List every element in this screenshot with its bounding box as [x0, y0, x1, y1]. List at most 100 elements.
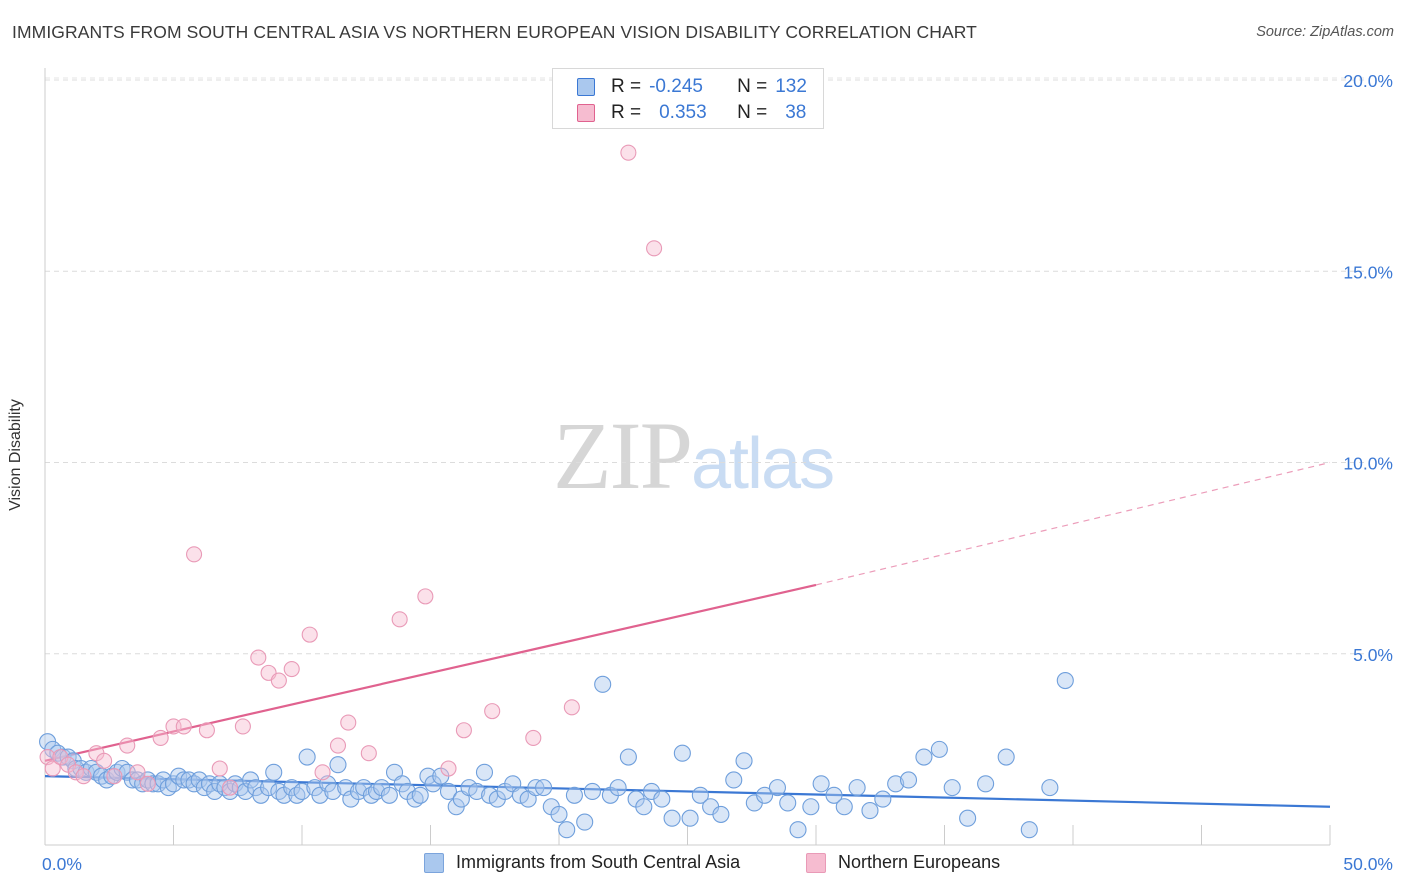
- n-label: N =: [737, 76, 768, 97]
- data-point-south-central-asia: [768, 779, 787, 797]
- legend-item-south-central-asia: Immigrants from South Central Asia: [424, 852, 740, 873]
- data-point-northern-europeans: [139, 775, 156, 792]
- data-points: [39, 144, 1074, 839]
- data-point-south-central-asia: [735, 752, 753, 770]
- y-tick-label: 5.0%: [1353, 645, 1393, 665]
- trend-line-south-central-asia: [44, 775, 1331, 808]
- legend-swatch-blue: [424, 852, 444, 873]
- data-point-south-central-asia: [673, 744, 691, 762]
- data-point-south-central-asia: [260, 779, 278, 797]
- data-point-south-central-asia: [583, 782, 601, 801]
- data-point-south-central-asia: [943, 779, 961, 797]
- data-point-south-central-asia: [997, 748, 1015, 766]
- legend-swatch-blue: [577, 78, 595, 96]
- n-value: 38: [785, 102, 807, 123]
- data-point-south-central-asia: [576, 813, 594, 831]
- data-point-northern-europeans: [329, 737, 347, 754]
- data-point-south-central-asia: [1041, 779, 1059, 797]
- data-point-south-central-asia: [511, 786, 530, 804]
- data-point-northern-europeans: [186, 546, 203, 563]
- r-value: 0.353: [659, 102, 707, 123]
- data-point-south-central-asia: [899, 771, 918, 789]
- data-point-south-central-asia: [565, 786, 583, 804]
- data-point-south-central-asia: [298, 748, 316, 766]
- trend-line-northern-europeans-extension: [815, 461, 1331, 586]
- data-point-northern-europeans: [221, 779, 239, 796]
- legend-item-northern-europeans: Northern Europeans: [806, 852, 1000, 873]
- data-point-south-central-asia: [725, 771, 743, 789]
- data-point-south-central-asia: [535, 779, 553, 797]
- stats-row-pink: R = 0.353 N = 38: [577, 101, 806, 125]
- data-point-northern-europeans: [234, 718, 251, 735]
- data-point-south-central-asia: [835, 798, 853, 816]
- data-point-northern-europeans: [67, 764, 84, 781]
- data-point-south-central-asia: [265, 763, 283, 781]
- watermark-atlas: atlas: [691, 424, 835, 504]
- data-point-northern-europeans: [455, 722, 472, 739]
- data-point-south-central-asia: [293, 782, 311, 801]
- data-point-south-central-asia: [329, 756, 347, 774]
- data-point-south-central-asia: [1056, 671, 1074, 690]
- data-point-northern-europeans: [620, 144, 637, 161]
- data-point-south-central-asia: [175, 771, 193, 789]
- data-point-south-central-asia: [594, 675, 612, 693]
- data-point-south-central-asia: [959, 809, 977, 827]
- data-point-northern-europeans: [119, 737, 136, 754]
- data-point-south-central-asia: [609, 779, 627, 797]
- data-point-northern-europeans: [44, 760, 61, 777]
- chart-source: Source: ZipAtlas.com: [1256, 24, 1394, 40]
- data-point-northern-europeans: [340, 714, 357, 731]
- data-point-northern-europeans: [198, 722, 215, 739]
- legend-label: Northern Europeans: [838, 852, 1001, 872]
- data-point-south-central-asia: [779, 794, 797, 812]
- data-point-south-central-asia: [653, 790, 671, 808]
- data-point-northern-europeans: [563, 699, 580, 716]
- data-point-northern-europeans: [152, 729, 169, 746]
- data-point-northern-europeans: [250, 649, 267, 666]
- data-point-south-central-asia: [681, 809, 699, 827]
- data-point-south-central-asia: [712, 805, 730, 823]
- data-point-south-central-asia: [635, 798, 653, 816]
- data-point-south-central-asia: [468, 782, 486, 801]
- series-legend: Immigrants from South Central Asia North…: [0, 852, 1406, 878]
- y-tick-label: 10.0%: [1343, 454, 1393, 474]
- n-label: N =: [737, 102, 768, 123]
- data-point-south-central-asia: [475, 763, 494, 781]
- data-point-northern-europeans: [96, 752, 113, 769]
- r-value: -0.245: [649, 76, 703, 97]
- legend-swatch-pink: [577, 104, 595, 122]
- data-point-south-central-asia: [887, 775, 905, 793]
- data-point-south-central-asia: [915, 748, 933, 766]
- data-point-south-central-asia: [874, 790, 892, 808]
- data-point-northern-europeans: [129, 764, 146, 781]
- data-point-south-central-asia: [123, 771, 141, 789]
- data-point-south-central-asia: [977, 775, 995, 793]
- data-point-south-central-asia: [812, 775, 830, 793]
- y-tick-label: 15.0%: [1343, 262, 1393, 282]
- grid-lines: [45, 77, 1366, 655]
- data-point-northern-europeans: [391, 611, 408, 628]
- data-point-south-central-asia: [439, 782, 458, 801]
- data-point-northern-europeans: [270, 672, 287, 689]
- axes: [44, 68, 1331, 846]
- y-tick-label: 20.0%: [1343, 71, 1393, 91]
- data-point-northern-europeans: [283, 660, 300, 678]
- data-point-northern-europeans: [646, 240, 663, 257]
- tick-labels: 5.0% 10.0% 15.0% 20.0% 0.0% 50.0%: [42, 71, 1393, 874]
- data-point-south-central-asia: [789, 821, 807, 839]
- chart-title: IMMIGRANTS FROM SOUTH CENTRAL ASIA VS NO…: [12, 22, 977, 42]
- data-point-south-central-asia: [663, 809, 681, 827]
- data-point-northern-europeans: [484, 703, 501, 720]
- data-point-south-central-asia: [1020, 821, 1038, 839]
- data-point-northern-europeans: [106, 768, 123, 785]
- trend-line-northern-europeans: [44, 583, 817, 762]
- data-point-south-central-asia: [861, 802, 879, 820]
- legend-swatch-pink: [806, 852, 826, 873]
- r-label: R =: [611, 102, 642, 123]
- data-point-northern-europeans: [360, 745, 377, 762]
- data-point-south-central-asia: [460, 779, 478, 797]
- stats-legend: R = -0.245 N = 132 R = 0.353 N = 38: [552, 68, 824, 129]
- data-point-northern-europeans: [175, 718, 192, 735]
- data-point-south-central-asia: [411, 786, 429, 804]
